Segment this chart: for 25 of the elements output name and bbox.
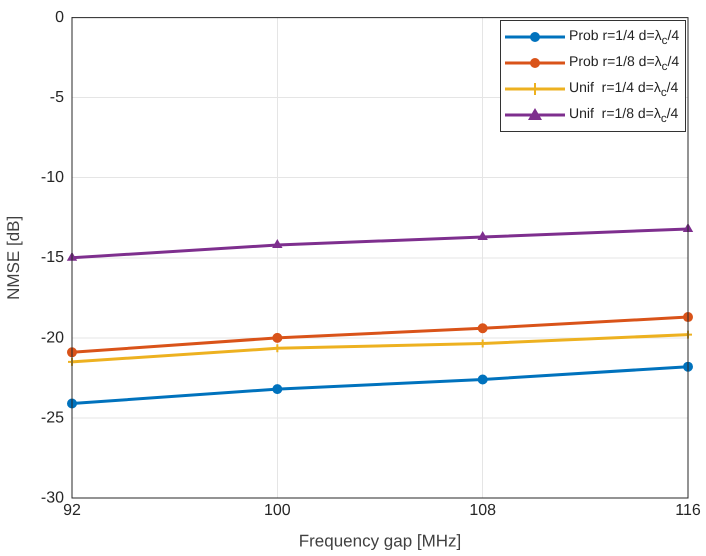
point	[478, 374, 488, 384]
y-tick-label: -15	[40, 249, 64, 266]
x-tick-label: 100	[264, 502, 291, 520]
point	[478, 232, 488, 240]
point	[272, 240, 282, 248]
x-tick-label: 108	[469, 502, 496, 520]
y-tick-label: -5	[50, 89, 64, 106]
legend-label: Unif r=1/8 d=λ$_{c}$/4	[569, 104, 678, 124]
x-axis-title: Frequency gap [MHz]	[298, 531, 462, 550]
point	[272, 384, 282, 394]
x-tick-label: 92	[63, 502, 81, 520]
y-tick-label: -25	[40, 409, 64, 426]
x-tick-label: 116	[675, 502, 701, 520]
y-tick-label: 0	[55, 9, 64, 26]
point	[478, 323, 488, 334]
point	[272, 332, 282, 343]
y-tick-label: -20	[40, 329, 64, 346]
point	[68, 252, 76, 261]
legend-label: Prob r=1/8 d=λ$_{c}$/4	[569, 52, 680, 72]
y-tick-label: -10	[40, 169, 64, 186]
legend-label: Prob r=1/4 d=λ$_{c}$/4	[569, 26, 680, 46]
y-axis-title: NMSE [dB]	[4, 216, 23, 300]
y-tick-label: -30	[40, 489, 64, 506]
legend-label: Unif r=1/4 d=λ$_{c}$/4	[569, 78, 678, 98]
point	[684, 224, 692, 232]
